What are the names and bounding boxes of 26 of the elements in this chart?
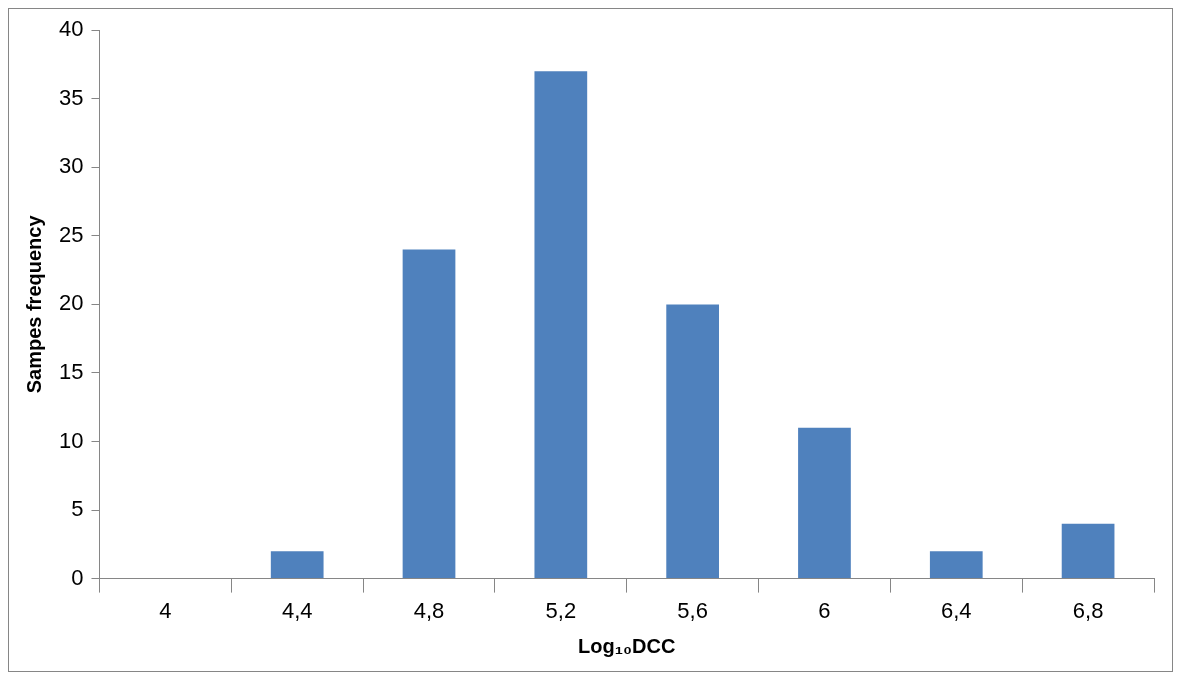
y-tick-label: 40: [58, 16, 84, 42]
bar: [402, 249, 456, 579]
x-tick-label: 4: [159, 597, 172, 623]
x-tick-label: 4,4: [281, 597, 313, 623]
bar: [270, 551, 324, 579]
bar: [798, 427, 851, 579]
y-tick-label: 35: [58, 84, 84, 110]
y-tick-label: 20: [58, 290, 84, 316]
bar: [666, 304, 720, 579]
x-tick-label: 4,8: [413, 597, 445, 623]
x-tick-label: 6,8: [1072, 597, 1104, 623]
bar: [1061, 523, 1115, 579]
bar: [534, 71, 588, 579]
x-tick-label: 5,6: [677, 597, 708, 623]
y-tick-label: 0: [71, 564, 84, 590]
x-tick-label: 6,4: [940, 597, 972, 623]
x-tick-label: 6: [818, 597, 831, 623]
y-axis-title: Sampes frequency: [22, 214, 45, 394]
y-tick-label: 25: [58, 221, 84, 247]
bar: [929, 551, 983, 579]
x-axis-title: Log₁₀DCC: [578, 634, 676, 657]
y-tick-label: 30: [58, 153, 84, 179]
x-tick-label: 5,2: [545, 597, 577, 623]
y-tick-label: 10: [58, 427, 84, 453]
y-tick-label: 15: [58, 359, 84, 385]
y-tick-label: 5: [71, 496, 84, 522]
